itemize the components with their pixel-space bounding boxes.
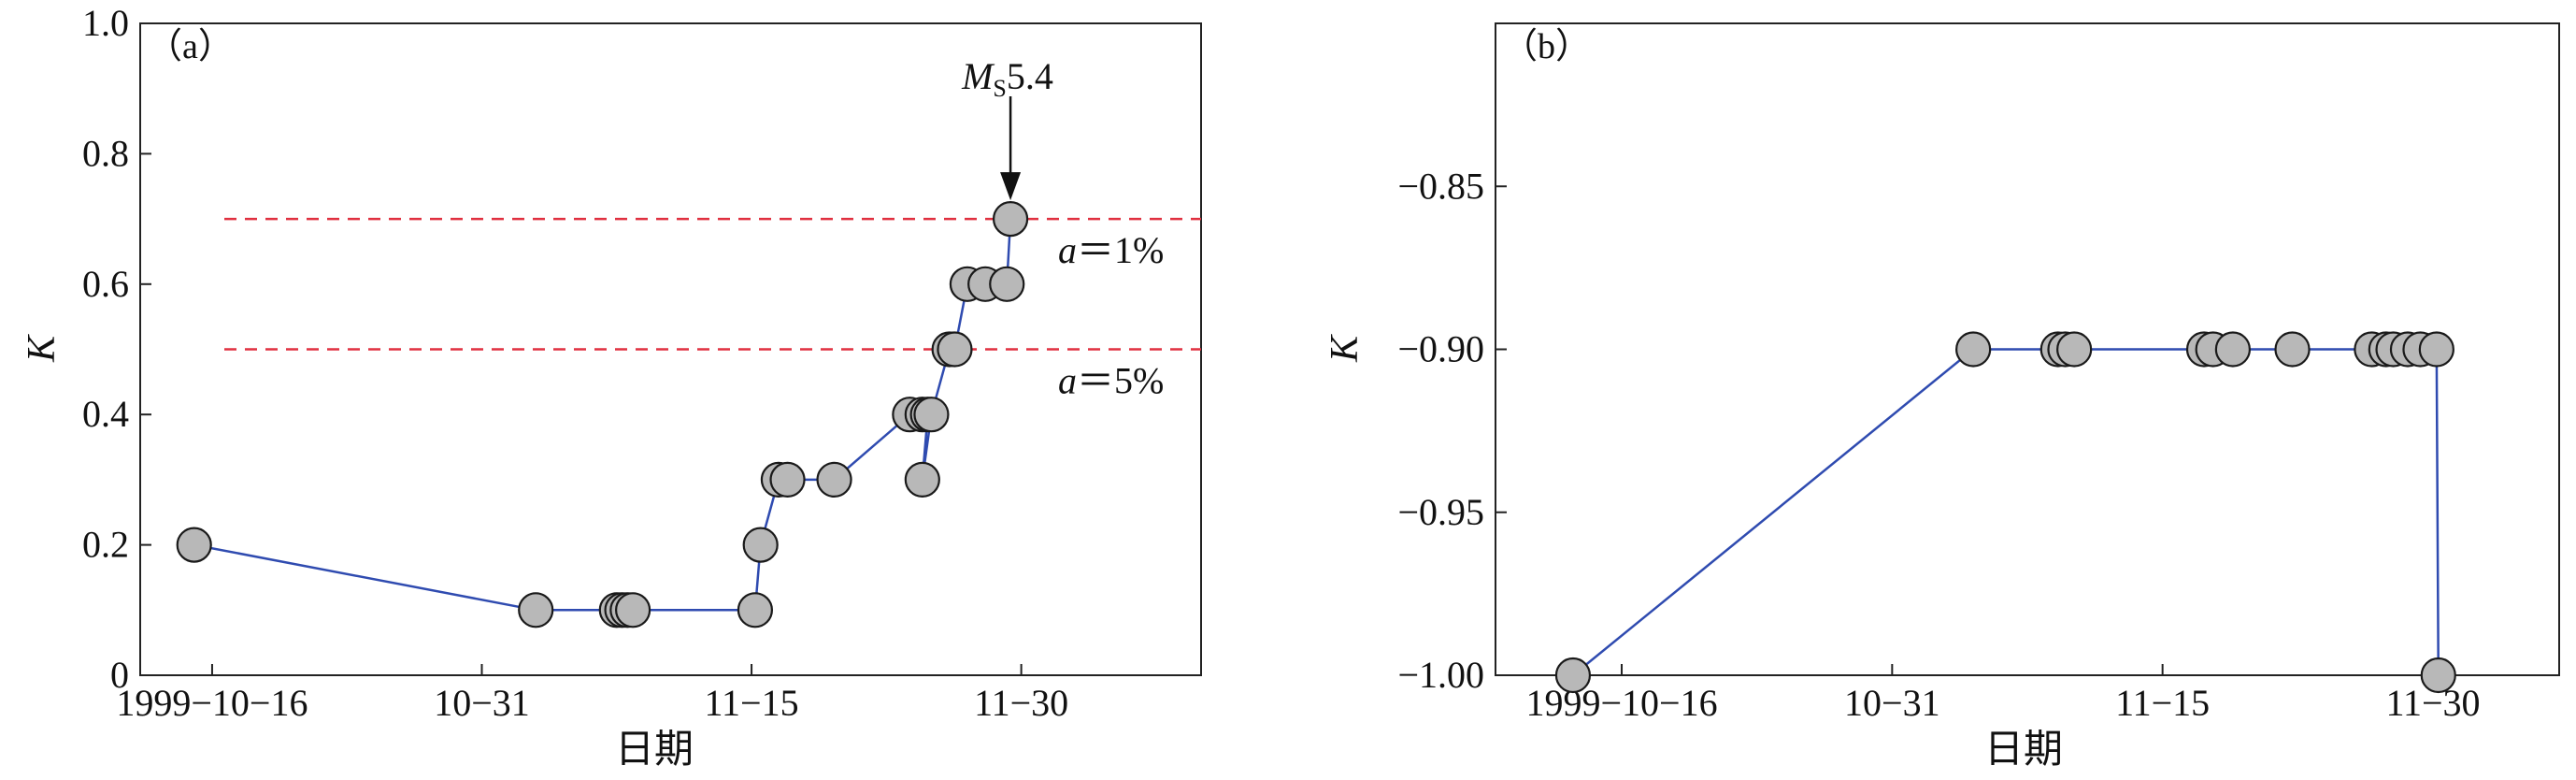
panel-b: （b） 日期 K −0.85 −0.90 −0.95 −1.00 1999−10−16… xyxy=(1324,22,2560,772)
y-tick-label: −0.85 xyxy=(1397,165,1484,207)
x-tick-label: 11−30 xyxy=(974,682,1068,724)
reference-line-label-5pct: a＝5% xyxy=(1058,360,1164,402)
y-tick-label: −0.90 xyxy=(1397,328,1484,370)
reference-label-suffix: ＝1% xyxy=(1077,229,1164,271)
data-point xyxy=(737,592,774,628)
magnitude-annotation: MS5.4 xyxy=(961,55,1053,102)
data-point xyxy=(1554,657,1592,694)
data-point xyxy=(992,201,1029,238)
y-tick-label: −1.00 xyxy=(1397,654,1484,696)
y-tick-label: 0.2 xyxy=(82,524,129,566)
panel-a-y-ticks: 0 0.2 0.4 0.6 0.8 1.0 xyxy=(82,2,151,696)
data-point xyxy=(615,592,651,628)
x-tick-label: 10−31 xyxy=(1844,682,1940,724)
panel-b-ylabel: K xyxy=(1324,334,1367,363)
panel-a-x-ticks: 1999−10−16 10−31 11−15 11−30 xyxy=(116,664,1068,724)
panel-b-xlabel: 日期 xyxy=(1984,729,2063,772)
y-tick-label: 0.4 xyxy=(82,393,129,435)
x-tick-label: 11−15 xyxy=(2115,682,2210,724)
panel-b-series xyxy=(1554,331,2456,694)
data-point xyxy=(2418,331,2454,368)
reference-label-prefix: a xyxy=(1058,360,1077,402)
panel-a-ylabel: K xyxy=(21,334,64,363)
data-point xyxy=(176,527,212,563)
x-tick-label: 1999−10−16 xyxy=(116,682,308,724)
y-tick-label: 0 xyxy=(110,654,129,696)
y-tick-label: 0.8 xyxy=(82,132,129,174)
data-point xyxy=(989,266,1025,302)
series-line xyxy=(193,219,1012,612)
data-point xyxy=(937,331,973,368)
data-point xyxy=(769,461,806,498)
data-point xyxy=(518,592,554,628)
data-point xyxy=(2274,331,2311,368)
y-tick-label: 1.0 xyxy=(82,2,129,44)
x-tick-label: 11−15 xyxy=(705,682,799,724)
reference-label-suffix: ＝5% xyxy=(1077,360,1164,402)
data-point xyxy=(2214,331,2251,368)
data-point xyxy=(1955,331,1992,368)
panel-a-label: （a） xyxy=(147,27,234,66)
data-point xyxy=(2056,331,2093,368)
reference-line-label-1pct: a＝1% xyxy=(1058,229,1164,271)
panel-a-reference-lines: a＝1% a＝5% xyxy=(224,217,1201,402)
y-tick-label: 0.6 xyxy=(82,263,129,305)
data-point xyxy=(904,461,940,498)
panel-b-label: （b） xyxy=(1502,27,1591,66)
reference-label-prefix: a xyxy=(1058,229,1077,271)
panel-a-annotation: MS5.4 xyxy=(961,55,1053,201)
data-point xyxy=(913,397,950,433)
data-point xyxy=(742,527,779,563)
x-tick-label: 10−31 xyxy=(434,682,530,724)
panel-b-y-ticks: −0.85 −0.90 −0.95 −1.00 xyxy=(1397,165,1507,696)
panel-a: （a） 日期 K 0 0.2 0.4 0.6 0.8 1.0 1999−10−16 10−3… xyxy=(21,2,1202,772)
panel-b-x-ticks: 1999−10−16 10−31 11−15 11−30 xyxy=(1525,664,2481,724)
panel-a-frame xyxy=(139,22,1202,676)
x-tick-label: 1999−10−16 xyxy=(1525,682,1717,724)
panel-a-series xyxy=(176,201,1029,628)
data-point xyxy=(816,461,852,498)
y-tick-label: −0.95 xyxy=(1397,491,1484,533)
panel-a-xlabel: 日期 xyxy=(615,729,694,772)
data-point xyxy=(2420,657,2456,694)
annotation-arrow-head xyxy=(1000,172,1022,201)
series-line xyxy=(1572,348,2440,676)
